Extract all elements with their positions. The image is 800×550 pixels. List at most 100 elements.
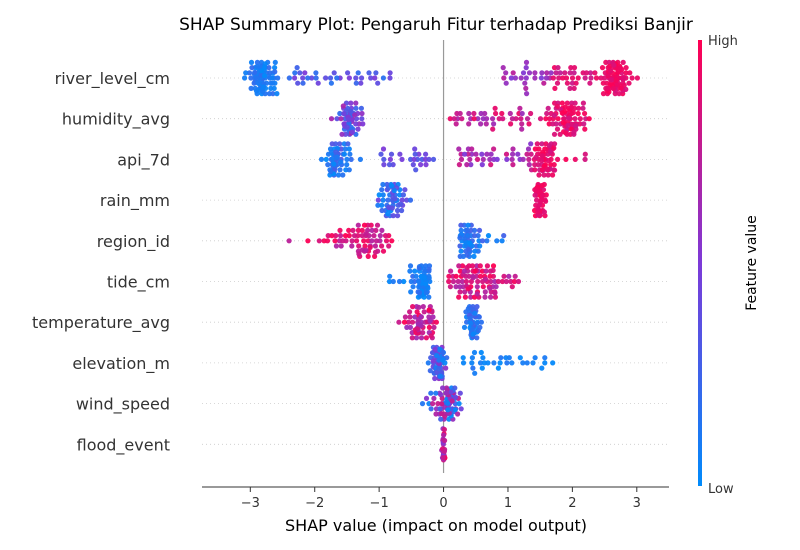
shap-point-region_id <box>346 227 352 233</box>
shap-point-temperature_avg <box>416 304 422 310</box>
shap-point-river_level_cm <box>297 70 303 76</box>
shap-point-rain_mm <box>400 192 406 198</box>
shap-point-rain_mm <box>379 202 385 208</box>
shap-point-tide_cm <box>457 289 463 295</box>
shap-point-api_7d <box>390 162 396 168</box>
shap-point-river_level_cm <box>575 75 581 81</box>
shap-point-humidity_avg <box>337 110 343 117</box>
shap-point-wind_speed <box>439 395 445 401</box>
shap-point-river_level_cm <box>260 88 266 95</box>
shap-point-region_id <box>362 243 368 249</box>
shap-point-elevation_m <box>440 349 446 355</box>
shap-point-tide_cm <box>509 284 515 290</box>
shap-point-river_level_cm <box>255 79 261 85</box>
x-axis-label: SHAP value (impact on model output) <box>285 516 587 535</box>
shap-point-river_level_cm <box>627 70 633 76</box>
shap-point-river_level_cm <box>564 80 571 86</box>
shap-point-rain_mm <box>539 193 546 199</box>
shap-point-region_id <box>383 238 390 244</box>
shap-point-elevation_m <box>530 360 536 366</box>
shap-point-tide_cm <box>426 266 432 273</box>
shap-point-api_7d <box>340 172 346 178</box>
shap-point-humidity_avg <box>563 130 569 136</box>
shap-point-humidity_avg <box>526 121 532 127</box>
shap-point-tide_cm <box>408 278 414 285</box>
shap-point-tide_cm <box>416 290 422 296</box>
shap-point-api_7d <box>337 167 343 173</box>
shap-point-tide_cm <box>482 294 488 300</box>
shap-point-tide_cm <box>488 278 494 285</box>
shap-point-api_7d <box>539 141 545 147</box>
shap-point-humidity_avg <box>491 121 497 127</box>
shap-point-elevation_m <box>550 360 556 366</box>
shap-point-api_7d <box>345 141 351 147</box>
shap-point-region_id <box>349 238 355 244</box>
shap-point-rain_mm <box>380 181 386 188</box>
shap-point-river_level_cm <box>248 75 254 81</box>
shap-point-region_id <box>471 233 477 239</box>
shap-point-tide_cm <box>446 273 452 279</box>
shap-point-api_7d <box>381 162 387 168</box>
shap-point-rain_mm <box>532 192 538 198</box>
shap-point-humidity_avg <box>493 110 499 117</box>
shap-point-api_7d <box>510 162 516 168</box>
x-tick-label: −2 <box>305 496 324 511</box>
shap-point-river_level_cm <box>568 65 574 71</box>
shap-point-tide_cm <box>463 278 469 285</box>
shap-point-region_id <box>386 243 392 249</box>
shap-point-elevation_m <box>434 352 440 359</box>
shap-point-region_id <box>359 247 365 253</box>
shap-point-tide_cm <box>468 294 474 300</box>
shap-point-humidity_avg <box>543 116 549 122</box>
shap-point-elevation_m <box>503 355 509 361</box>
shap-point-river_level_cm <box>248 85 254 91</box>
shap-point-temperature_avg <box>470 326 476 332</box>
shap-point-api_7d <box>357 156 363 162</box>
shap-points <box>242 59 641 463</box>
shap-point-tide_cm <box>484 263 490 269</box>
shap-point-region_id <box>369 238 375 244</box>
shap-point-river_level_cm <box>313 70 319 76</box>
shap-point-region_id <box>354 238 360 244</box>
shap-point-river_level_cm <box>387 75 393 81</box>
shap-point-tide_cm <box>407 263 414 269</box>
shap-point-api_7d <box>552 167 558 173</box>
shap-point-temperature_avg <box>407 324 413 330</box>
shap-point-elevation_m <box>432 375 438 382</box>
shap-point-region_id <box>476 227 483 233</box>
shap-point-api_7d <box>344 162 350 168</box>
shap-point-river_level_cm <box>544 70 550 76</box>
shap-point-river_level_cm <box>621 74 627 80</box>
shap-point-api_7d <box>526 156 532 162</box>
shap-point-region_id <box>476 238 482 244</box>
shap-point-region_id <box>321 238 327 244</box>
shap-point-region_id <box>372 243 378 249</box>
shap-point-river_level_cm <box>560 75 566 81</box>
shap-point-humidity_avg <box>559 100 565 106</box>
shap-point-river_level_cm <box>571 65 578 71</box>
shap-point-river_level_cm <box>553 70 559 76</box>
shap-point-wind_speed <box>437 406 443 412</box>
shap-point-river_level_cm <box>508 75 514 81</box>
shap-point-river_level_cm <box>249 65 255 71</box>
shap-point-elevation_m <box>460 355 466 361</box>
shap-point-humidity_avg <box>500 116 506 122</box>
shap-point-elevation_m <box>524 360 530 366</box>
shap-point-elevation_m <box>436 357 442 363</box>
shap-point-tide_cm <box>480 284 486 290</box>
shap-point-tide_cm <box>487 273 493 279</box>
shap-point-river_level_cm <box>532 70 538 76</box>
shap-point-api_7d <box>534 141 540 147</box>
shap-point-river_level_cm <box>610 85 617 92</box>
shap-point-api_7d <box>348 156 354 162</box>
shap-point-humidity_avg <box>352 112 358 118</box>
shap-point-flood_event <box>440 455 446 461</box>
x-tick-label: −1 <box>370 496 389 511</box>
shap-point-river_level_cm <box>567 70 573 76</box>
shap-point-tide_cm <box>447 284 453 290</box>
x-tick-label: 2 <box>568 496 576 511</box>
shap-point-river_level_cm <box>522 80 528 86</box>
shap-point-api_7d <box>533 154 539 160</box>
shap-point-temperature_avg <box>433 319 439 325</box>
shap-point-river_level_cm <box>315 80 321 86</box>
